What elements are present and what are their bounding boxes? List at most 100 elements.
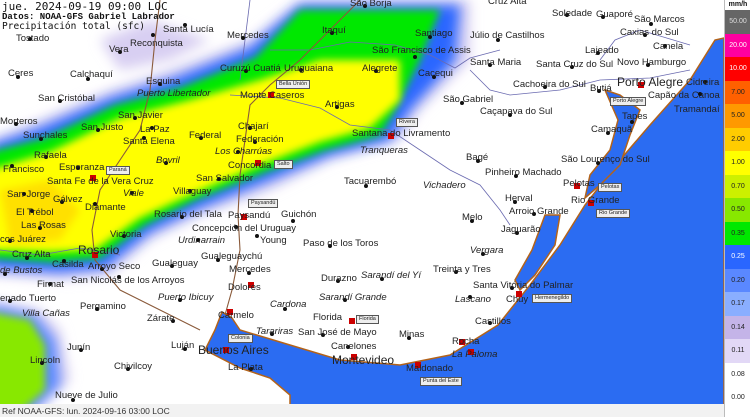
station-label: Colonia [228, 334, 253, 343]
place-label: Júlio de Castilhos [470, 30, 545, 41]
station-marker [574, 183, 580, 189]
place-label: Arroio Grande [509, 206, 569, 217]
footer-bar [0, 404, 724, 417]
city-marker [346, 345, 350, 349]
station-marker [388, 133, 394, 139]
place-label: Ceres [8, 68, 34, 79]
place-label: Lincoln [30, 355, 61, 366]
place-label: São Marcos [634, 14, 685, 25]
legend-item: 50.00 [725, 10, 750, 34]
place-label: San Javier [118, 110, 163, 121]
rivers [91, 0, 361, 331]
place-label: Los Charrúas [215, 146, 273, 157]
city-marker [291, 219, 295, 223]
city-marker [217, 177, 221, 181]
city-marker [244, 69, 248, 73]
place-label: Villaguay [173, 186, 212, 197]
place-label: Artigas [325, 99, 355, 110]
city-marker [630, 120, 634, 124]
place-label: Victoria [110, 229, 142, 240]
precipitation-map [0, 0, 724, 417]
city-marker [117, 275, 121, 279]
legend-unit: mm/h [728, 1, 748, 8]
city-marker [380, 277, 384, 281]
place-label: Cachoeira do Sul [513, 79, 586, 90]
place-label: Calchaquí [70, 69, 113, 80]
place-label: Guichón [281, 209, 317, 220]
place-label: Jaguarão [501, 224, 541, 235]
place-label: Monte Caseros [240, 90, 305, 101]
station-label: Paraná [106, 166, 130, 175]
station-marker [92, 252, 98, 258]
city-marker [95, 307, 99, 311]
city-marker [170, 264, 174, 268]
place-label: Tapes [622, 111, 648, 122]
place-label: Young [260, 235, 287, 246]
city-marker [407, 336, 411, 340]
legend-item: 20.00 [725, 33, 750, 57]
place-label: Puerto Libertador [137, 88, 211, 99]
place-label: Santiago [415, 28, 453, 39]
station-marker [415, 362, 421, 368]
place-label: Santa Cruz do Sul [536, 59, 614, 70]
place-label: Bovril [156, 155, 180, 166]
place-label: Paso de los Toros [303, 238, 379, 249]
station-marker [588, 200, 594, 206]
city-marker [496, 38, 500, 42]
station-label: Salto [274, 160, 293, 169]
city-marker [164, 161, 168, 165]
station-marker [90, 175, 96, 181]
place-label: Cacequi [418, 68, 453, 79]
place-label: Las Rosas [21, 220, 66, 231]
city-marker [8, 239, 12, 243]
legend-item: 10.00 [725, 57, 750, 81]
station-label: Hermenegildo [532, 294, 573, 303]
place-label: Mercedes [227, 30, 269, 41]
station-marker [459, 339, 465, 345]
city-marker [374, 69, 378, 73]
place-label: La Paloma [452, 349, 498, 360]
place-label: Gálvez [53, 194, 83, 205]
place-label: Pinheiro Machado [485, 167, 562, 178]
city-marker [171, 319, 175, 323]
city-marker [96, 128, 100, 132]
place-label: Minas [399, 329, 425, 340]
place-label: Diamante [85, 202, 126, 213]
station-label: Pelotas [598, 183, 623, 192]
city-marker [343, 298, 347, 302]
place-label: Curuzú Cuatiá [220, 63, 281, 74]
place-label: Dolores [228, 282, 261, 293]
station-marker [638, 82, 644, 88]
place-label: San Jorge [7, 189, 51, 200]
place-label: Vergara [470, 245, 504, 256]
city-marker [597, 89, 601, 93]
city-marker [93, 202, 97, 206]
legend-item: 2.00 [725, 127, 750, 151]
place-label: Federal [189, 130, 222, 141]
place-label: Alegrete [362, 63, 398, 74]
place-label: Herval [505, 193, 533, 204]
city-marker [330, 31, 334, 35]
place-label: Paysandú [228, 210, 271, 221]
city-marker [100, 267, 104, 271]
city-marker [180, 215, 184, 219]
place-label: Esquina [146, 76, 181, 87]
city-marker [270, 332, 274, 336]
city-marker [570, 65, 574, 69]
map-header: jue. 2024-09-19 09:00 LOC Datos: NOAA-GF… [2, 1, 175, 32]
city-marker [16, 75, 20, 79]
city-marker [39, 137, 43, 141]
place-label: Sunchales [23, 130, 68, 141]
city-marker [508, 113, 512, 117]
place-label: Arroyo Seco [88, 261, 141, 272]
city-marker [703, 80, 707, 84]
city-marker [14, 122, 18, 126]
city-marker [62, 259, 66, 263]
city-marker [514, 174, 518, 178]
place-label: Buenos Aires [198, 343, 269, 357]
place-label: Rosario del Tala [154, 209, 222, 220]
legend-item: 0.00 [725, 386, 750, 410]
city-marker [25, 256, 29, 260]
city-marker [532, 212, 536, 216]
place-label: Rosario [78, 243, 120, 257]
